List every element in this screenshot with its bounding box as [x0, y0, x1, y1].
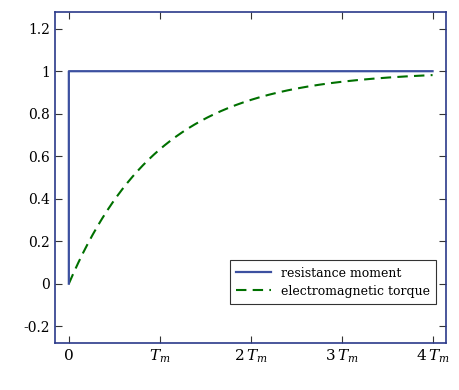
electromagnetic torque — [84, 242, 90, 247]
resistance moment — [66, 69, 72, 74]
electromagnetic torque — [66, 281, 72, 286]
Line: resistance moment: resistance moment — [69, 71, 431, 284]
resistance moment — [304, 69, 310, 74]
electromagnetic torque — [352, 78, 357, 83]
Line: electromagnetic torque: electromagnetic torque — [69, 75, 431, 284]
resistance moment — [66, 281, 72, 286]
electromagnetic torque — [233, 103, 238, 107]
resistance moment — [66, 69, 72, 74]
resistance moment — [252, 69, 257, 74]
resistance moment — [336, 69, 342, 74]
resistance moment — [429, 69, 434, 74]
resistance moment — [186, 69, 192, 74]
Legend: resistance moment, electromagnetic torque: resistance moment, electromagnetic torqu… — [229, 260, 435, 304]
electromagnetic torque — [242, 99, 248, 104]
electromagnetic torque — [418, 73, 424, 78]
resistance moment — [355, 69, 360, 74]
electromagnetic torque — [418, 73, 424, 78]
electromagnetic torque — [429, 73, 434, 78]
